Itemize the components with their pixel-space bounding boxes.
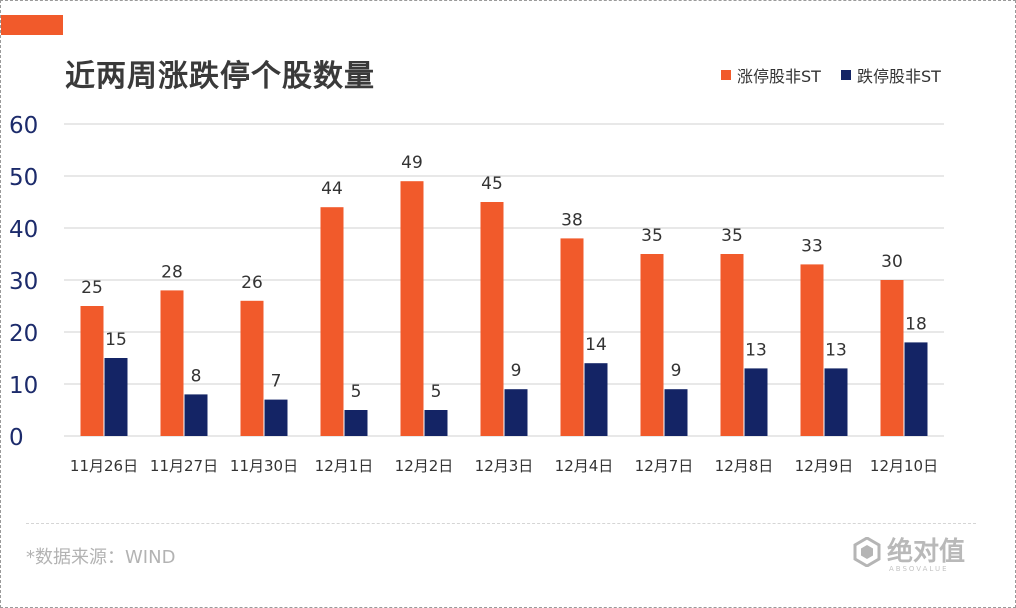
x-tick-label: 12月2日 — [395, 457, 454, 475]
legend-label-up: 涨停股非ST — [737, 67, 821, 86]
x-tick-label: 12月4日 — [555, 457, 614, 475]
y-tick-label: 10 — [9, 373, 38, 399]
x-tick-label: 11月26日 — [70, 457, 138, 475]
x-tick-label: 11月30日 — [230, 457, 298, 475]
data-label: 13 — [825, 340, 847, 360]
logo-subtext: ABSOVALUE — [889, 565, 949, 573]
data-label: 7 — [271, 372, 282, 392]
x-tick-label: 12月1日 — [315, 457, 374, 475]
data-label: 15 — [105, 330, 127, 350]
source-note: *数据来源：WIND — [26, 547, 176, 568]
bar-up — [880, 280, 904, 436]
data-label: 38 — [561, 210, 583, 230]
data-label: 33 — [801, 236, 823, 256]
bar-up — [160, 290, 184, 436]
footer-divider — [26, 523, 976, 524]
bar-up — [80, 306, 104, 436]
y-tick-label: 30 — [9, 269, 38, 295]
legend-label-down: 跌停股非ST — [856, 67, 941, 86]
y-tick-label: 0 — [9, 425, 24, 451]
x-tick-label: 12月9日 — [795, 457, 854, 475]
data-label: 5 — [351, 382, 362, 402]
data-label: 14 — [585, 335, 607, 355]
chart-title: 近两周涨跌停个股数量 — [65, 59, 375, 94]
bar-up — [720, 254, 744, 436]
x-tick-label: 12月7日 — [635, 457, 694, 475]
data-label: 9 — [511, 361, 522, 381]
bar-up — [400, 181, 424, 436]
data-label: 45 — [481, 174, 503, 194]
bar-down — [184, 394, 208, 436]
bar-down — [824, 368, 848, 436]
logo-text: 绝对值 — [887, 537, 966, 567]
data-label: 8 — [191, 366, 202, 386]
x-tick-label: 12月3日 — [475, 457, 534, 475]
data-label: 30 — [881, 252, 903, 272]
bar-down — [584, 363, 608, 436]
data-label: 35 — [641, 226, 663, 246]
x-tick-label: 12月10日 — [870, 457, 938, 475]
data-label: 44 — [321, 179, 343, 199]
x-tick-label: 11月27日 — [150, 457, 218, 475]
y-tick-label: 50 — [9, 165, 38, 191]
bar-up — [640, 254, 664, 436]
legend: 涨停股非ST 跌停股非ST — [721, 63, 941, 87]
legend-swatch-up — [721, 70, 731, 80]
bar-down — [664, 389, 688, 436]
data-label: 28 — [161, 262, 183, 282]
bar-down — [264, 399, 288, 436]
data-label: 25 — [81, 278, 103, 298]
bar-chart: 0 10 20 30 40 50 60 25 15 11月26日 28 8 11月27日 26 7 11月30… — [9, 113, 944, 475]
bar-down — [904, 342, 928, 436]
bar-down — [344, 410, 368, 436]
y-tick-label: 40 — [9, 217, 38, 243]
data-label: 26 — [241, 273, 263, 293]
data-label: 9 — [671, 361, 682, 381]
legend-item-down: 跌停股非ST — [840, 63, 941, 87]
data-label: 18 — [905, 314, 927, 334]
bar-down — [424, 410, 448, 436]
logo-icon — [853, 537, 881, 567]
bar-up — [480, 202, 504, 436]
x-tick-label: 12月8日 — [715, 457, 774, 475]
bar-up — [240, 300, 264, 436]
legend-item-up: 涨停股非ST — [721, 63, 821, 87]
bar-down — [744, 368, 768, 436]
bar-up — [320, 207, 344, 436]
data-label: 13 — [745, 340, 767, 360]
data-label: 35 — [721, 226, 743, 246]
bar-up — [800, 264, 824, 436]
y-tick-label: 60 — [9, 113, 38, 139]
data-label: 5 — [431, 382, 442, 402]
brand-logo: 绝对值 ABSOVALUE — [853, 537, 966, 573]
bar-down — [104, 358, 128, 436]
accent-bar — [1, 15, 63, 35]
y-tick-label: 20 — [9, 321, 38, 347]
bar-down — [504, 389, 528, 436]
data-label: 49 — [401, 153, 423, 173]
legend-swatch-down — [840, 70, 851, 80]
bar-up — [560, 238, 584, 436]
